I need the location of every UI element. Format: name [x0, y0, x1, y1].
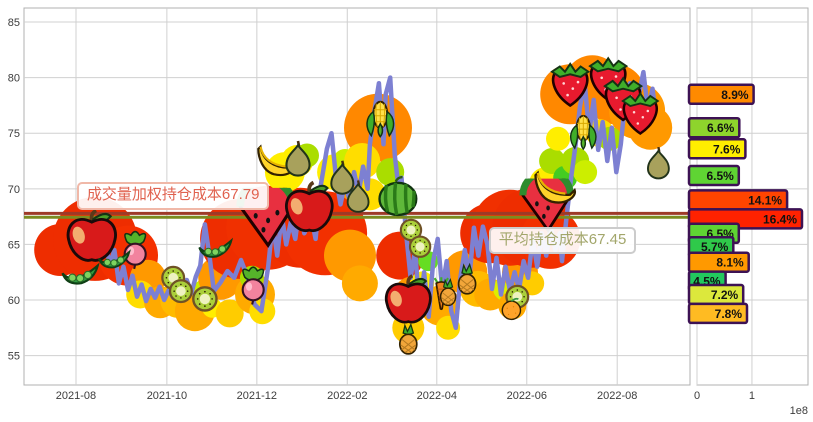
- x-tick-label: 2021-08: [56, 390, 96, 402]
- x-tick-label: 2022-04: [417, 390, 457, 402]
- avg-cost-label: 平均持仓成本67.45: [488, 227, 637, 255]
- x-tick-label: 2022-02: [327, 390, 367, 402]
- volume-bar: [687, 116, 741, 139]
- volume-bar: [687, 138, 747, 160]
- volume-histogram: 8.9%6.6%7.6%6.5%14.1%16.4%6.5%5.7%8.1%4.…: [687, 83, 804, 325]
- volume-bar: [687, 164, 741, 187]
- volume-bar-pct-label: 7.2%: [711, 288, 739, 302]
- volume-blob: [539, 148, 566, 174]
- volume-bar-pct-label: 7.6%: [713, 142, 741, 156]
- volume-bar-pct-label: 14.1%: [748, 193, 782, 207]
- volume-blob: [341, 265, 378, 302]
- x-tick-label: 2022-06: [507, 390, 547, 402]
- y-tick-label: 55: [8, 351, 20, 363]
- kiwi-icon: [168, 279, 193, 304]
- volume-bar-pct-label: 5.7%: [701, 240, 729, 254]
- y-tick-label: 85: [8, 17, 20, 29]
- volume-blob: [215, 299, 244, 328]
- volume-bar: [687, 83, 755, 106]
- x-tick-label: 0: [694, 390, 700, 402]
- volume-blob: [573, 160, 598, 185]
- x-tick-label: 2021-12: [237, 390, 277, 402]
- volume-bar-pct-label: 7.8%: [715, 307, 743, 321]
- y-tick-label: 65: [8, 239, 20, 251]
- volume-bar-pct-label: 8.1%: [716, 256, 744, 270]
- volume-blob: [546, 126, 570, 151]
- kiwi-icon: [192, 286, 218, 312]
- y-tick-label: 80: [8, 73, 20, 85]
- axis-exponent-label: 1e8: [790, 405, 808, 417]
- x-tick-label: 2021-10: [147, 390, 187, 402]
- x-tick-label: 2022-08: [597, 390, 637, 402]
- volume-bar-pct-label: 8.9%: [721, 88, 749, 102]
- volume-bar-pct-label: 6.5%: [706, 169, 734, 183]
- vwap-cost-label: 成交量加权持仓成本67.79: [76, 182, 270, 210]
- axis-tick-labels: 55 60 65 70 75 80 85 2021-08 2021-10 2021-12 2022-…: [8, 17, 808, 417]
- volume-bar: [687, 302, 749, 325]
- volume-bar-pct-label: 6.6%: [707, 121, 735, 135]
- x-tick-label: 1: [749, 390, 755, 402]
- y-tick-label: 70: [8, 184, 20, 196]
- y-tick-label: 60: [8, 295, 20, 307]
- y-tick-label: 75: [8, 128, 20, 140]
- kiwi-icon: [408, 235, 432, 258]
- cost-lines: [24, 211, 690, 219]
- volume-bar-pct-label: 16.4%: [763, 212, 797, 226]
